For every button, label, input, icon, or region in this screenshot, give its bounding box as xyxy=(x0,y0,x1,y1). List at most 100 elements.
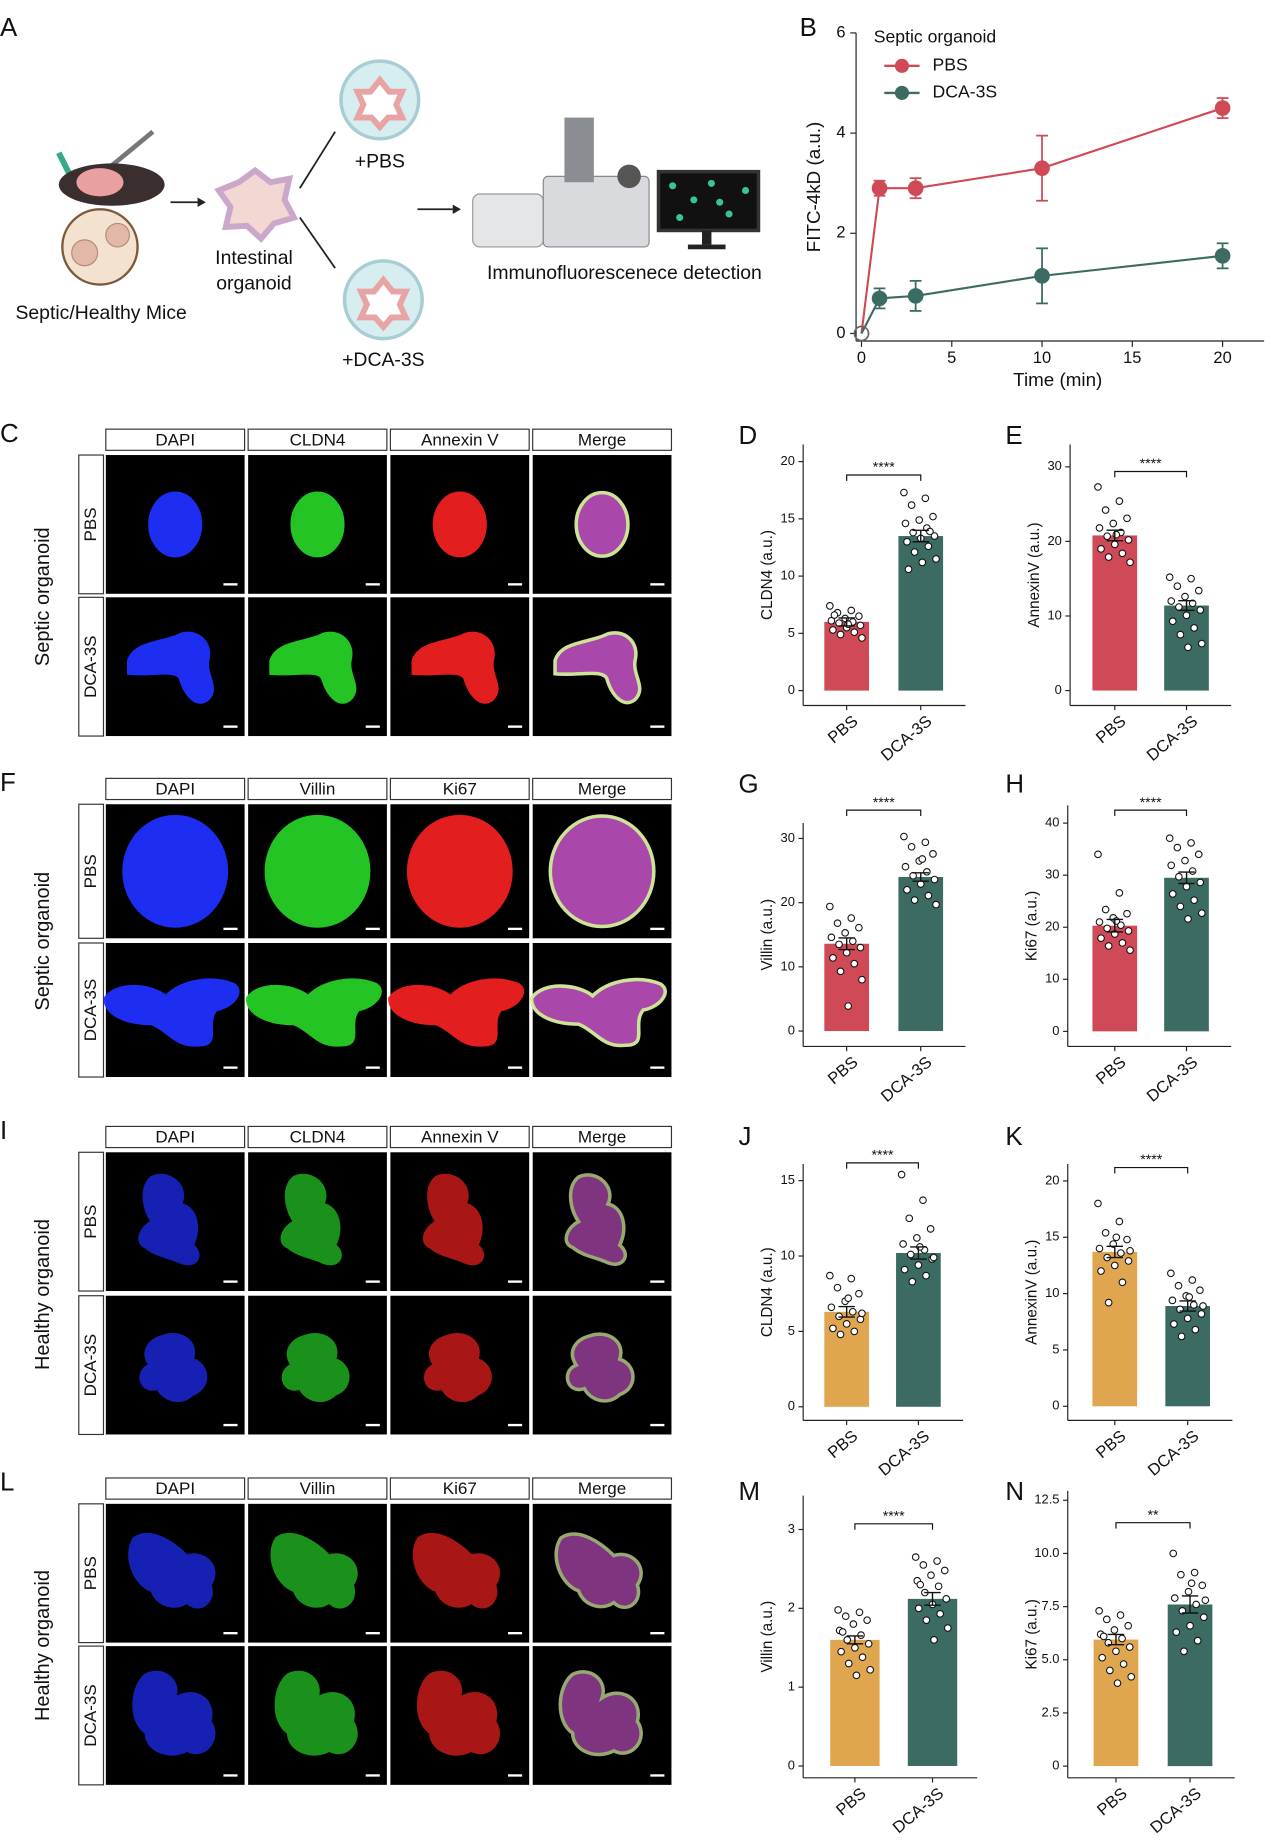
panel-label: N xyxy=(1005,1478,1024,1506)
dish-organoid xyxy=(356,275,411,332)
data-point xyxy=(922,1616,931,1624)
stain xyxy=(553,631,642,705)
data-point xyxy=(1094,850,1102,859)
data-point xyxy=(1104,553,1113,561)
stain xyxy=(264,814,371,928)
bar xyxy=(898,876,944,1032)
column-header: Merge xyxy=(578,1128,626,1147)
column-header-box xyxy=(389,1477,530,1500)
x-axis-title: Time (min) xyxy=(1013,369,1102,390)
data-point xyxy=(936,1610,944,1618)
data-point xyxy=(1110,540,1119,549)
data-point xyxy=(842,948,851,957)
point xyxy=(871,290,888,307)
x-tick-label: DCA-3S xyxy=(1143,712,1201,765)
y-tick-label: 30 xyxy=(1045,867,1059,882)
legend-title: Septic organoid xyxy=(874,26,996,46)
data-point xyxy=(934,1582,943,1591)
panel-label: L xyxy=(0,1469,14,1497)
data-point xyxy=(930,875,939,884)
data-point xyxy=(943,1624,952,1632)
stain xyxy=(558,1670,643,1757)
significance-label: ** xyxy=(1148,1506,1159,1522)
y-tick-label: 0 xyxy=(788,1022,795,1037)
column-header-box xyxy=(105,1125,246,1149)
y-tick-label: 7.5 xyxy=(1042,1598,1060,1613)
y-tick-label: 10 xyxy=(781,1247,795,1262)
data-point xyxy=(855,1289,863,1298)
legend-swatch xyxy=(894,58,909,73)
data-point xyxy=(1095,1244,1104,1253)
data-point xyxy=(1173,843,1182,852)
point xyxy=(907,288,924,304)
data-point xyxy=(850,959,859,968)
stain xyxy=(122,814,229,928)
y-axis-title: Ki67 (a.u.) xyxy=(1023,1599,1040,1669)
y-tick-label: 20 xyxy=(1047,533,1061,548)
data-point xyxy=(1173,582,1182,590)
data-point xyxy=(851,1643,859,1652)
data-point xyxy=(1123,1235,1131,1244)
data-point xyxy=(1197,639,1206,648)
data-point xyxy=(1095,524,1104,532)
data-point xyxy=(1126,558,1134,567)
y-tick-label: 2 xyxy=(788,1600,795,1615)
data-point xyxy=(1188,1276,1197,1284)
column-header: DAPI xyxy=(155,1128,195,1147)
y-tick-label: 0 xyxy=(836,324,845,342)
column-header: Merge xyxy=(578,430,626,449)
column-header: Merge xyxy=(578,780,626,799)
data-point xyxy=(1124,927,1133,935)
microscope xyxy=(472,193,544,248)
stain xyxy=(423,1333,492,1403)
column-header: DAPI xyxy=(155,780,195,799)
data-point xyxy=(933,1557,941,1565)
y-tick-label: 20 xyxy=(781,894,795,909)
data-point xyxy=(1167,1269,1175,1278)
data-point xyxy=(1115,497,1124,505)
significance-bracket xyxy=(1114,1166,1189,1174)
data-point xyxy=(1124,1257,1133,1265)
arrowhead xyxy=(197,197,206,207)
data-point xyxy=(1117,921,1125,929)
x-tick-label: PBS xyxy=(1093,1427,1130,1462)
x-tick-label: 0 xyxy=(857,349,866,367)
arrow xyxy=(299,131,336,189)
x-tick-label: 20 xyxy=(1213,349,1231,367)
treatment-label: +DCA-3S xyxy=(342,349,425,371)
bar xyxy=(907,1598,958,1766)
data-point xyxy=(855,612,863,621)
panel-label: B xyxy=(800,14,817,42)
data-point xyxy=(834,1606,842,1614)
arrow xyxy=(299,217,336,269)
stain xyxy=(529,977,667,1048)
data-point xyxy=(1115,1217,1124,1226)
row-label: PBS xyxy=(81,1556,100,1590)
data-point xyxy=(1112,1647,1120,1656)
data-point xyxy=(910,896,919,904)
legend-label: PBS xyxy=(933,55,968,75)
data-point xyxy=(841,929,849,937)
x-tick-label: 10 xyxy=(1033,349,1051,367)
column-header-box xyxy=(247,428,388,451)
data-point xyxy=(833,1283,842,1292)
data-point xyxy=(826,1271,834,1280)
data-point xyxy=(1170,1594,1179,1602)
y-tick-label: 0 xyxy=(1052,1398,1059,1413)
panel-label: E xyxy=(1005,422,1022,450)
row-label-box xyxy=(78,454,105,595)
point xyxy=(1034,160,1050,176)
y-axis-title: CLDN4 (a.u.) xyxy=(759,530,776,620)
x-tick-label: PBS xyxy=(825,1053,862,1088)
data-point xyxy=(921,494,930,503)
data-point xyxy=(930,1636,938,1644)
data-point xyxy=(843,1636,852,1644)
data-point xyxy=(1194,850,1203,859)
tissue xyxy=(71,239,99,267)
data-point xyxy=(908,1277,917,1286)
data-point xyxy=(1176,630,1185,639)
data-point xyxy=(1192,1600,1200,1609)
dish-organoid xyxy=(352,75,407,132)
column-header: Villin xyxy=(300,1479,336,1498)
